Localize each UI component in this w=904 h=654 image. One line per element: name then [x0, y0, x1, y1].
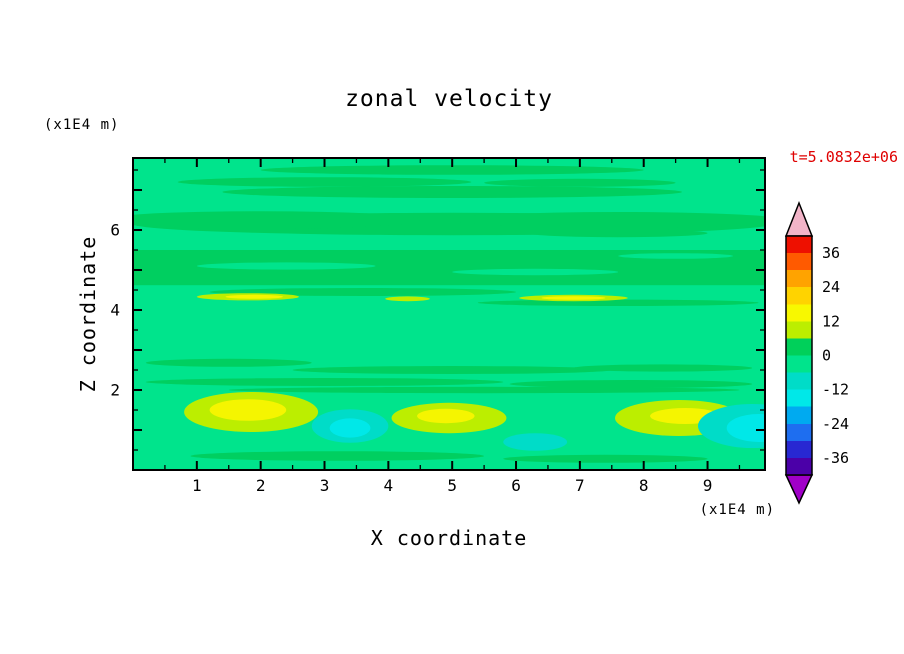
- contour-blob: [503, 454, 708, 463]
- x-tick-label: 1: [192, 476, 202, 495]
- y-axis-units: (x1E4 m): [44, 117, 120, 133]
- contour-blob: [228, 386, 740, 394]
- x-tick-label: 3: [320, 476, 330, 495]
- y-axis-title: Z coordinate: [76, 235, 100, 393]
- colorbar-segment: [786, 389, 812, 408]
- colorbar-label: 12: [822, 312, 840, 330]
- contour-blob: [190, 451, 485, 461]
- x-tick-label: 9: [703, 476, 713, 495]
- colorbar-segment: [786, 321, 812, 340]
- colorbar-segment: [786, 338, 812, 357]
- colorbar: [784, 200, 814, 505]
- contour-blob: [177, 177, 472, 187]
- colorbar-label: -12: [822, 381, 849, 399]
- contour-blob: [209, 399, 287, 421]
- colorbar-segment: [786, 406, 812, 425]
- colorbar-label: 24: [822, 278, 840, 296]
- colorbar-segment: [786, 457, 812, 476]
- x-tick-label: 5: [447, 476, 457, 495]
- plot-frame: [132, 157, 766, 471]
- colorbar-segment: [786, 236, 812, 254]
- colorbar-label: 0: [822, 347, 831, 365]
- colorbar-outline: [785, 235, 813, 476]
- colorbar-segment: [786, 440, 812, 459]
- contour-blob: [726, 414, 765, 442]
- contour-blob: [484, 178, 676, 187]
- axis-ticks: [133, 158, 765, 470]
- contour-blob: [573, 364, 753, 372]
- x-axis-units: (x1E4 m): [699, 502, 775, 518]
- x-tick-label: 6: [511, 476, 521, 495]
- contour-blob: [452, 212, 765, 228]
- contour-blob: [541, 296, 606, 300]
- y-tick-label: 4: [110, 301, 120, 320]
- colorbar-label: -24: [822, 415, 849, 433]
- contour-blob: [528, 229, 708, 238]
- chart-title: zonal velocity: [345, 86, 553, 112]
- timestamp-label: t=5.0832e+06: [789, 148, 898, 166]
- contour-blob: [329, 418, 371, 438]
- contour-field: [133, 158, 765, 470]
- x-tick-label: 7: [575, 476, 585, 495]
- x-tick-label: 4: [384, 476, 394, 495]
- contour-blob: [417, 408, 475, 424]
- contour-blob: [618, 253, 734, 259]
- x-axis-title: X coordinate: [370, 526, 528, 550]
- colorbar-segment: [786, 355, 812, 374]
- colorbar-segment: [786, 253, 812, 271]
- contour-blob: [452, 268, 619, 276]
- contour-blob: [133, 211, 421, 229]
- colorbar-segment: [786, 372, 812, 391]
- contour-blob: [225, 294, 284, 299]
- contour-blob: [503, 433, 568, 451]
- colorbar-under-arrow: [784, 474, 814, 505]
- contour-blob: [477, 299, 759, 306]
- x-tick-label: 2: [256, 476, 266, 495]
- colorbar-segment: [786, 423, 812, 442]
- contour-blob: [260, 165, 644, 175]
- colorbar-segment: [786, 304, 812, 322]
- contour-blob: [292, 366, 612, 374]
- contour-blob: [222, 186, 683, 198]
- contour-blob: [509, 380, 753, 388]
- colorbar-segment: [786, 270, 812, 288]
- y-tick-label: 2: [110, 381, 120, 400]
- contour-blob: [385, 296, 430, 302]
- colorbar-label: 36: [822, 244, 840, 262]
- y-tick-label: 6: [110, 221, 120, 240]
- contour-blob: [145, 378, 504, 386]
- contour-blob: [209, 288, 517, 296]
- colorbar-over-arrow: [784, 200, 814, 237]
- colorbar-segment: [786, 287, 812, 305]
- colorbar-label: -36: [822, 449, 849, 467]
- contour-blob: [196, 262, 376, 270]
- contour-blob: [145, 358, 312, 367]
- x-tick-label: 8: [639, 476, 649, 495]
